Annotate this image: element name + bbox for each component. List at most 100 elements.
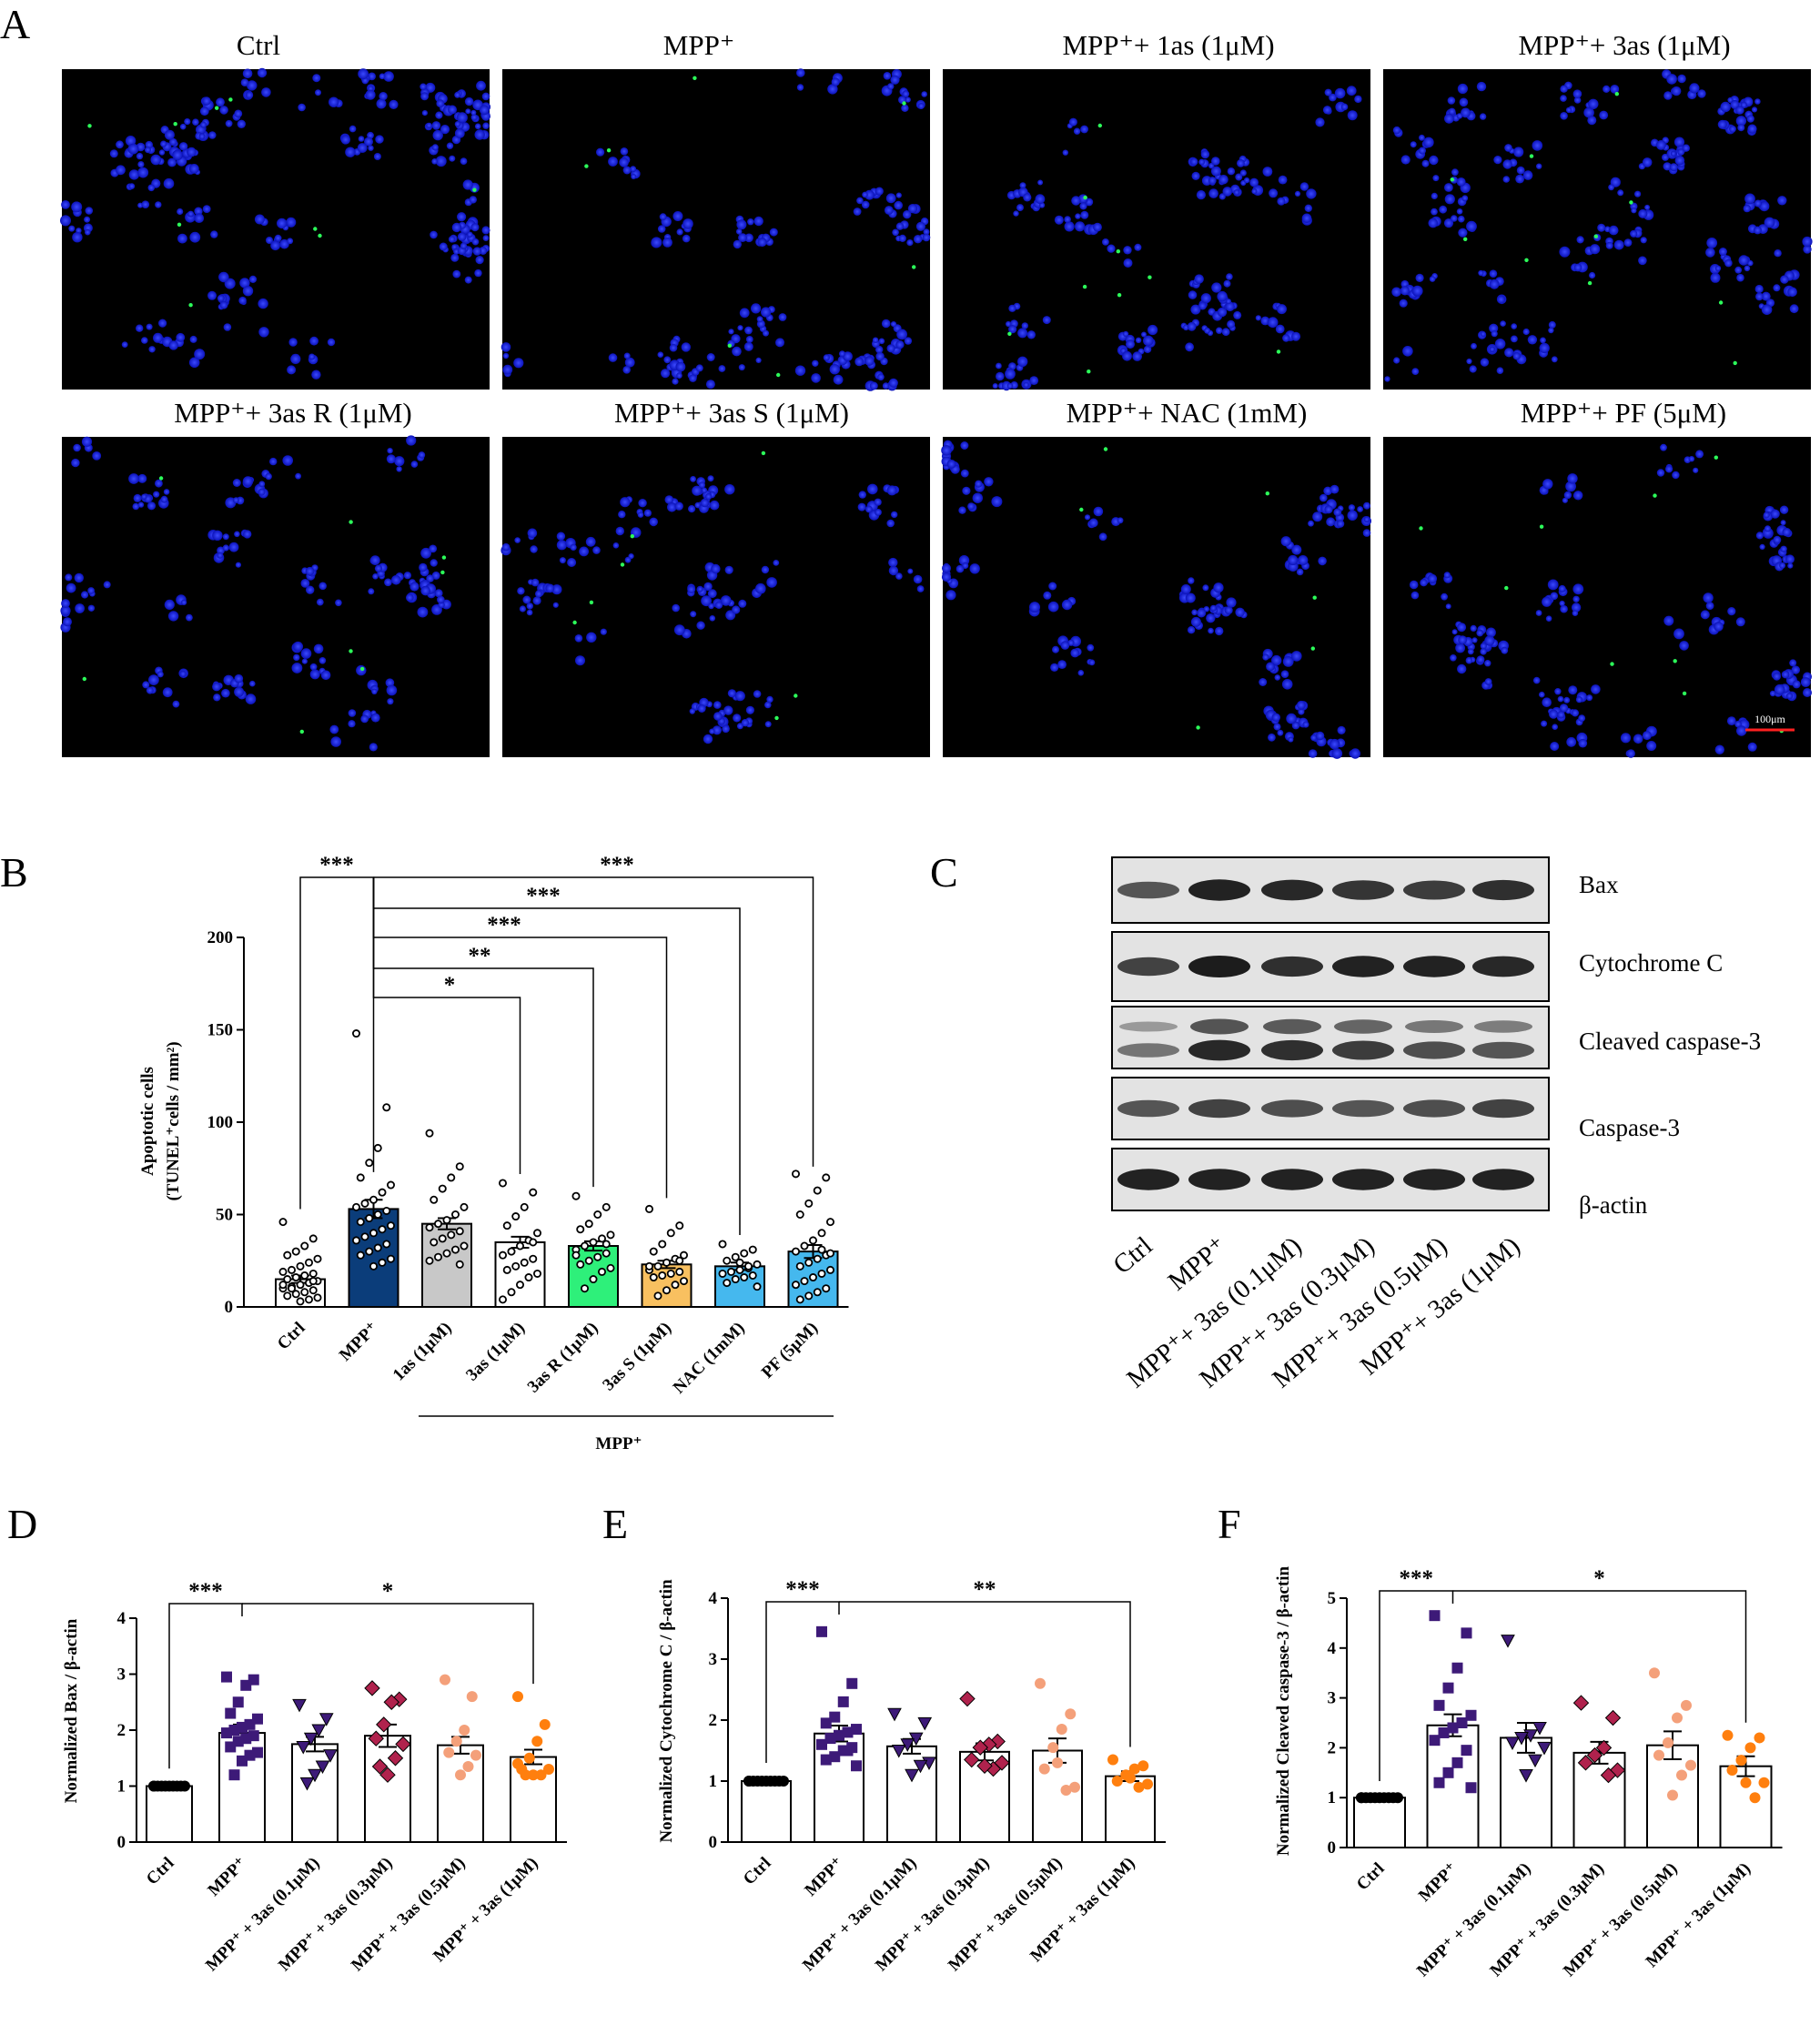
nucleus-mark <box>1431 192 1438 199</box>
tunel-mark <box>299 729 304 734</box>
nucleus-mark <box>150 154 162 166</box>
nucleus-mark <box>744 233 753 243</box>
nucleus-mark <box>176 332 186 342</box>
nucleus-mark <box>155 201 162 208</box>
data-point <box>502 1221 511 1230</box>
nucleus-mark <box>1200 293 1211 304</box>
nucleus-mark <box>1677 148 1685 156</box>
nucleus-mark <box>1336 520 1345 528</box>
nucleus-mark <box>1550 592 1559 601</box>
data-point <box>447 1230 456 1240</box>
nucleus-mark <box>133 493 142 502</box>
nucleus-mark <box>1575 696 1583 704</box>
nucleus-mark <box>167 611 179 622</box>
nucleus-mark <box>1642 731 1652 741</box>
data-point <box>1433 1699 1445 1711</box>
data-point <box>304 1258 313 1267</box>
data-point <box>520 1258 529 1267</box>
nucleus-mark <box>202 96 211 106</box>
nucleus-mark <box>1084 514 1091 521</box>
nucleus-mark <box>1542 697 1552 707</box>
data-point <box>645 1204 654 1213</box>
nucleus-mark <box>167 157 177 167</box>
micro-title-ctrl: Ctrl <box>237 29 280 61</box>
data-point <box>1442 1682 1454 1694</box>
nucleus-mark <box>1754 98 1761 105</box>
data-point <box>1111 1776 1123 1787</box>
significance-bracket <box>765 1601 840 1763</box>
x-tick-label: MPP⁺ <box>801 1854 847 1900</box>
nucleus-mark <box>1429 276 1436 282</box>
nucleus-mark <box>467 231 473 238</box>
data-point <box>816 1738 827 1750</box>
nucleus-mark <box>72 232 83 243</box>
nucleus-mark <box>1714 744 1725 754</box>
data-point <box>447 1173 456 1182</box>
nucleus-mark <box>1447 96 1456 105</box>
data-point <box>1519 1769 1533 1783</box>
nucleus-mark <box>1700 610 1710 620</box>
tunel-mark <box>1653 493 1657 498</box>
microscopy-panel: Ctrl MPP⁺ MPP⁺+ 1as (1μM) MPP⁺+ 3as (1μM… <box>60 29 1813 759</box>
data-point <box>369 1195 378 1204</box>
nucleus-mark <box>327 338 336 347</box>
nucleus-mark <box>148 674 159 685</box>
significance-label: *** <box>319 853 354 877</box>
nucleus-mark <box>1666 74 1677 85</box>
nucleus-mark <box>1393 357 1400 364</box>
data-point <box>735 1265 744 1274</box>
data-point <box>1047 1742 1059 1754</box>
nucleus-mark <box>1688 456 1695 462</box>
nucleus-mark <box>470 223 480 232</box>
nucleus-mark <box>1467 648 1474 655</box>
micro-image-background <box>62 69 490 390</box>
nucleus-mark <box>239 278 250 289</box>
micro-image-background <box>943 69 1370 390</box>
nucleus-mark <box>1773 284 1781 292</box>
nucleus-mark <box>1779 505 1789 514</box>
nucleus-mark <box>1075 213 1081 219</box>
nucleus-mark <box>1777 196 1787 206</box>
nucleus-mark <box>1623 238 1633 247</box>
nucleus-mark <box>1451 629 1458 635</box>
nucleus-mark <box>429 544 438 553</box>
data-point <box>466 1691 478 1703</box>
nucleus-mark <box>875 509 882 516</box>
data-point <box>680 1277 689 1286</box>
data-point <box>1451 1757 1463 1768</box>
data-point <box>1125 1772 1136 1784</box>
nucleus-mark <box>1550 742 1560 751</box>
nucleus-mark <box>608 157 618 167</box>
nucleus-mark <box>535 590 543 598</box>
nucleus-mark <box>76 228 82 234</box>
nucleus-mark <box>1559 600 1565 607</box>
tunel-mark <box>360 666 365 672</box>
nucleus-mark <box>1466 220 1477 232</box>
nucleus-mark <box>1432 175 1440 182</box>
nucleus-mark <box>1504 144 1512 152</box>
nucleus-mark <box>773 560 780 566</box>
nucleus-mark <box>1239 169 1247 177</box>
nucleus-mark <box>878 338 885 345</box>
nucleus-mark <box>1196 190 1206 200</box>
x-tick-label: Ctrl <box>274 1319 309 1354</box>
nucleus-mark <box>620 147 629 156</box>
data-point <box>671 1281 680 1290</box>
nucleus-mark <box>1384 376 1390 382</box>
nucleus-mark <box>482 122 490 129</box>
data-point <box>237 1755 248 1767</box>
nucleus-mark <box>1703 592 1714 603</box>
data-point <box>296 1281 305 1290</box>
data-point <box>680 1250 689 1260</box>
nucleus-mark <box>456 112 468 124</box>
nucleus-mark <box>890 75 900 85</box>
nucleus-mark <box>1019 182 1026 189</box>
data-point <box>1735 1755 1747 1767</box>
data-point <box>584 1220 593 1229</box>
nucleus-mark <box>194 349 206 360</box>
data-point <box>1052 1757 1063 1768</box>
nucleus-mark <box>1759 543 1765 551</box>
data-point <box>156 1780 167 1792</box>
data-point <box>753 1260 762 1269</box>
nucleus-mark <box>147 501 157 511</box>
